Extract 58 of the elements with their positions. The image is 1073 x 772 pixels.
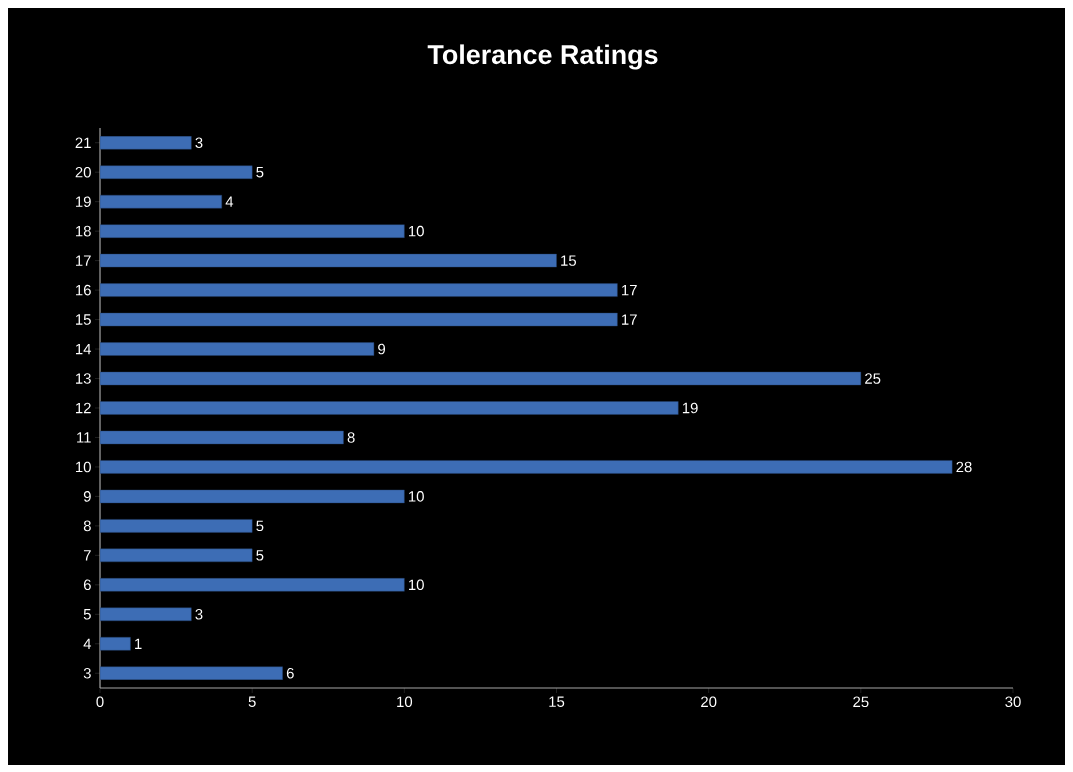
data-label: 10 — [409, 225, 424, 237]
data-label: 3 — [195, 137, 203, 149]
y-tick-label: 11 — [77, 432, 91, 443]
bar — [100, 519, 253, 533]
data-label: 4 — [225, 196, 234, 207]
x-tick-label: 0 — [96, 696, 104, 708]
bar — [100, 136, 192, 150]
bar — [100, 607, 192, 622]
x-tick-label: 25 — [853, 696, 869, 708]
y-tick-label: 8 — [83, 520, 91, 532]
bar — [100, 666, 283, 680]
bar — [100, 342, 375, 356]
data-label: 6 — [286, 667, 294, 679]
y-tick-label: 16 — [76, 284, 91, 296]
bar — [100, 194, 222, 209]
y-tick-label: 12 — [76, 402, 91, 414]
bar — [100, 578, 405, 592]
data-label: 25 — [865, 373, 881, 384]
y-tick-label: 13 — [76, 373, 91, 384]
y-tick-label: 20 — [75, 166, 91, 178]
bar — [100, 283, 618, 297]
x-tick-label: 20 — [701, 696, 717, 708]
y-tick-label: 14 — [76, 343, 92, 355]
y-tick-label: 18 — [76, 225, 91, 237]
bar — [100, 165, 253, 179]
x-tick-label: 15 — [549, 696, 565, 707]
y-tick-label: 3 — [83, 667, 91, 679]
y-tick-label: 4 — [83, 638, 92, 649]
bar — [100, 401, 679, 415]
data-label: 19 — [682, 402, 698, 414]
x-tick-label: 5 — [248, 696, 256, 707]
y-tick-label: 21 — [75, 137, 91, 148]
y-tick-label: 17 — [76, 255, 91, 266]
data-label: 28 — [956, 461, 972, 473]
y-tick-label: 7 — [83, 550, 91, 561]
y-tick-label: 6 — [83, 579, 91, 591]
data-label: 17 — [622, 284, 637, 296]
data-label: 17 — [622, 314, 637, 325]
y-tick-label: 15 — [76, 314, 91, 325]
data-label: 15 — [561, 255, 577, 266]
data-label: 3 — [195, 609, 203, 620]
data-label: 5 — [256, 166, 264, 178]
y-tick-label: 19 — [76, 196, 91, 207]
data-label: 5 — [256, 520, 264, 532]
chart-title: Tolerance Ratings — [427, 44, 658, 70]
data-label: 5 — [256, 550, 264, 561]
y-tick-label: 9 — [83, 491, 91, 502]
y-tick-label: 10 — [76, 461, 91, 473]
data-label: 1 — [135, 638, 142, 649]
x-tick-label: 30 — [1005, 696, 1021, 708]
y-tick-label: 5 — [83, 609, 91, 620]
data-label: 10 — [409, 491, 424, 502]
bar — [100, 224, 405, 238]
x-tick-label: 10 — [397, 696, 413, 708]
bar — [100, 460, 953, 474]
data-label: 10 — [409, 579, 424, 591]
data-label: 8 — [347, 432, 355, 443]
data-label: 9 — [378, 343, 386, 355]
